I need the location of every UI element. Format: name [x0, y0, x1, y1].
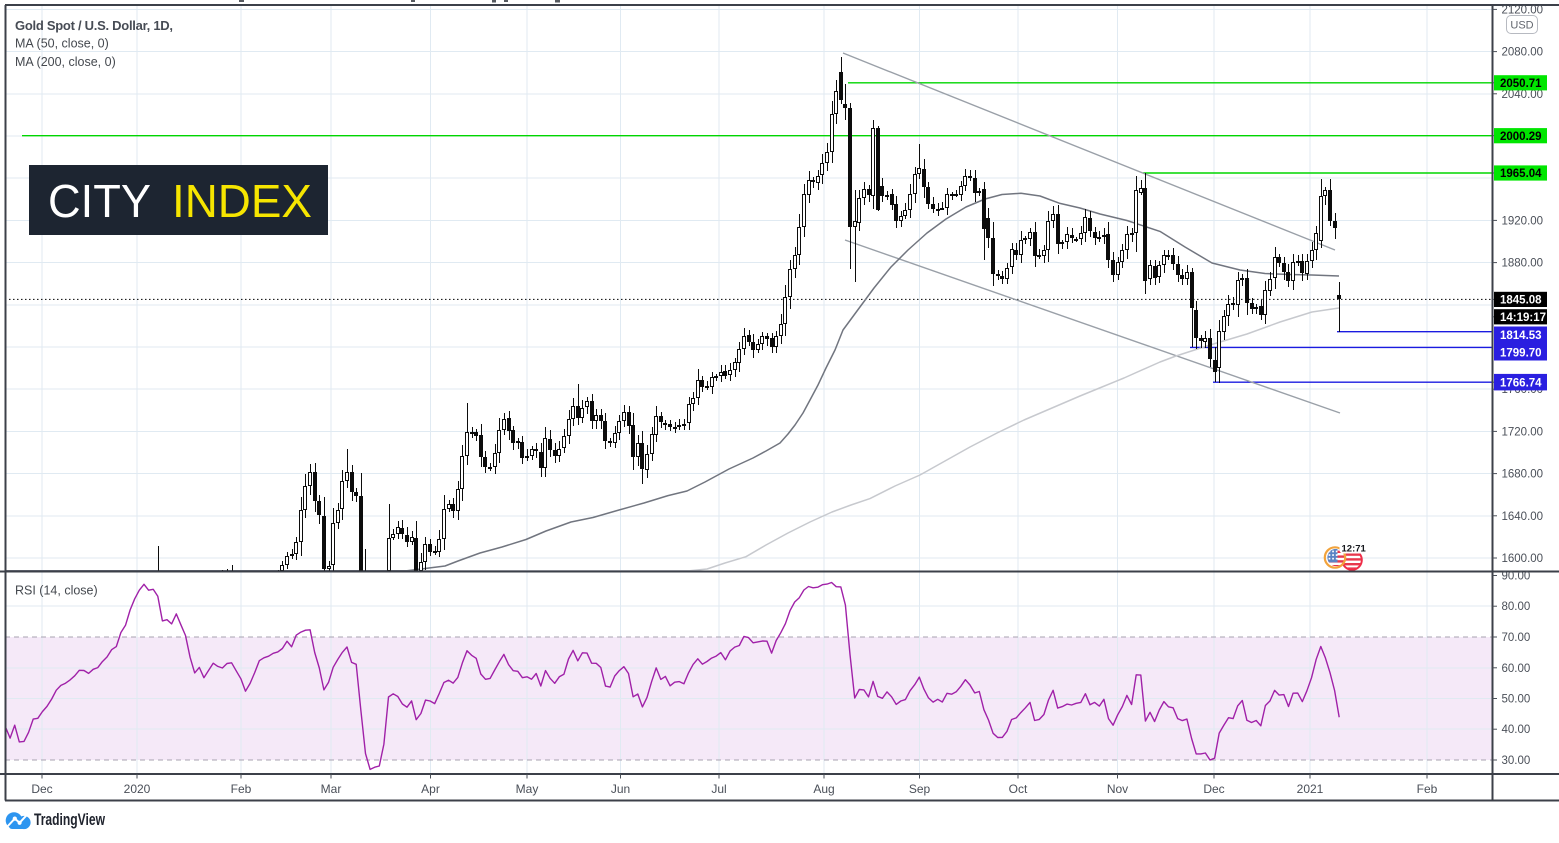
svg-text:12:71: 12:71: [1342, 544, 1367, 555]
svg-text:30.00: 30.00: [1502, 755, 1531, 767]
svg-text:Sep: Sep: [909, 782, 931, 796]
svg-text:Feb: Feb: [231, 782, 252, 796]
svg-text:Dec: Dec: [31, 782, 52, 796]
svg-text:May: May: [516, 782, 539, 796]
svg-text:2000.29: 2000.29: [1500, 131, 1542, 143]
svg-text:Jun: Jun: [611, 782, 630, 796]
svg-text:90.00: 90.00: [1502, 571, 1531, 583]
svg-text:1640.00: 1640.00: [1502, 511, 1544, 523]
svg-text:14:19:17: 14:19:17: [1500, 312, 1546, 324]
svg-text:1845.08: 1845.08: [1500, 295, 1542, 307]
svg-text:60.00: 60.00: [1502, 663, 1531, 675]
svg-text:2020: 2020: [124, 782, 151, 796]
svg-text:Dec: Dec: [1203, 782, 1224, 796]
svg-text:Aug: Aug: [813, 782, 834, 796]
svg-text:2040.00: 2040.00: [1502, 89, 1544, 101]
svg-text:Oct: Oct: [1009, 782, 1028, 796]
svg-text:80.00: 80.00: [1502, 601, 1531, 613]
svg-text:MA (50, close, 0): MA (50, close, 0): [15, 37, 109, 51]
svg-text:1720.00: 1720.00: [1502, 426, 1544, 438]
svg-text:MA (200, close, 0): MA (200, close, 0): [15, 55, 116, 69]
svg-text:40.00: 40.00: [1502, 724, 1531, 736]
svg-text:2050.71: 2050.71: [1500, 78, 1542, 90]
svg-text:CITY: CITY: [48, 175, 151, 227]
svg-text:1766.74: 1766.74: [1500, 377, 1542, 389]
svg-text:1814.53: 1814.53: [1500, 330, 1542, 342]
svg-text:RSI (14, close): RSI (14, close): [15, 584, 98, 598]
svg-text:USD: USD: [1510, 20, 1533, 32]
svg-text:70.00: 70.00: [1502, 632, 1531, 644]
svg-text:1799.70: 1799.70: [1500, 348, 1542, 360]
svg-text:1920.00: 1920.00: [1502, 215, 1544, 227]
svg-text:1880.00: 1880.00: [1502, 258, 1544, 270]
svg-text:2080.00: 2080.00: [1502, 47, 1544, 59]
svg-text:1965.04: 1965.04: [1500, 168, 1542, 180]
svg-text:2120.00: 2120.00: [1502, 4, 1544, 16]
svg-text:1680.00: 1680.00: [1502, 469, 1544, 481]
svg-text:Feb: Feb: [1417, 782, 1438, 796]
svg-text:1600.00: 1600.00: [1502, 553, 1544, 565]
svg-text:50.00: 50.00: [1502, 694, 1531, 706]
svg-text:2021: 2021: [1297, 782, 1324, 796]
svg-text:Jul: Jul: [711, 782, 726, 796]
svg-text:INDEX: INDEX: [172, 175, 312, 227]
svg-text:Apr: Apr: [421, 782, 440, 796]
svg-text:Mar: Mar: [321, 782, 342, 796]
svg-text:TradingView: TradingView: [34, 811, 105, 829]
svg-text:Nov: Nov: [1107, 782, 1128, 796]
svg-text:Gold Spot / U.S. Dollar, 1D,: Gold Spot / U.S. Dollar, 1D,: [15, 18, 173, 33]
